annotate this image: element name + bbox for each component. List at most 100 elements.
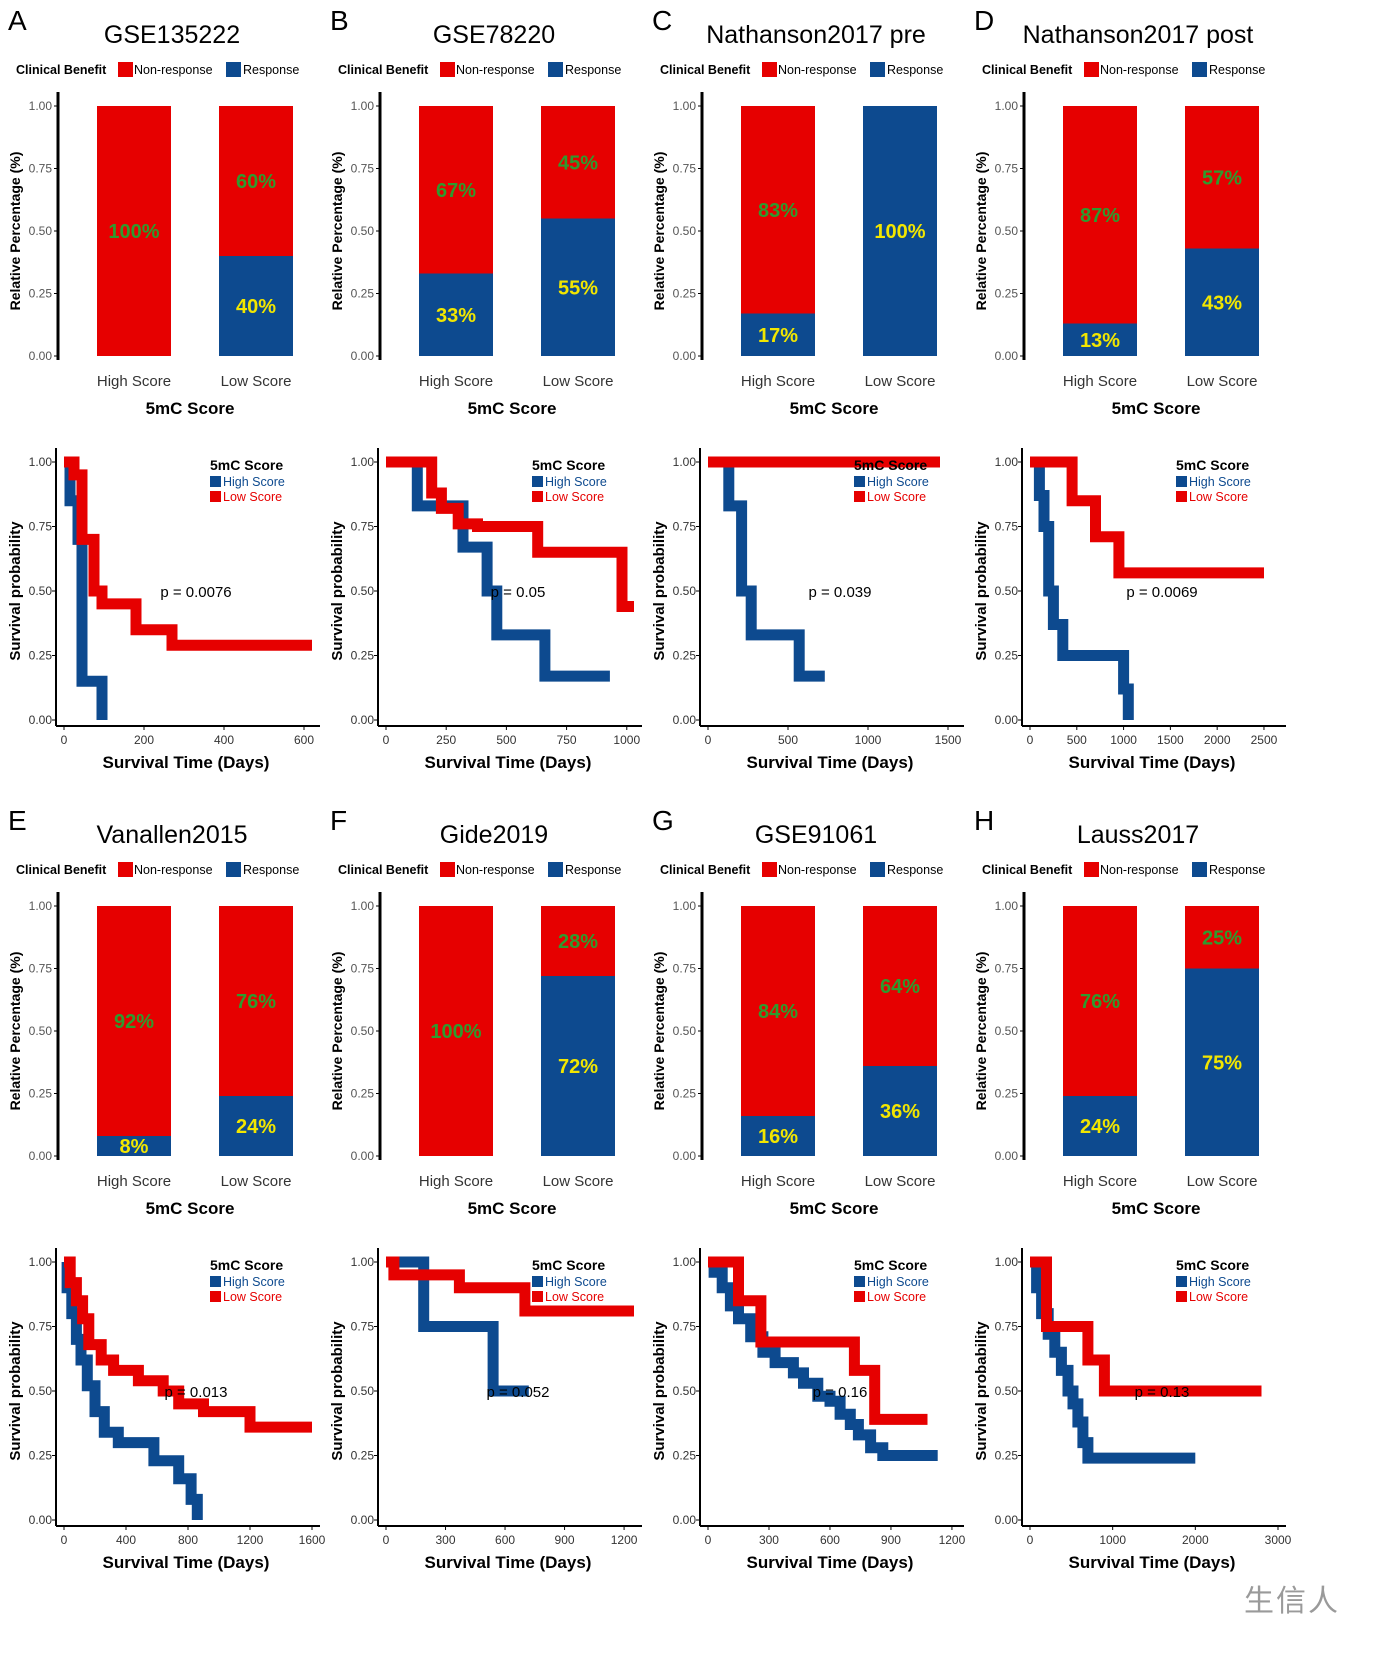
bar-x-label: 5mC Score (1112, 1199, 1201, 1218)
panel-title: Lauss2017 (1077, 821, 1199, 849)
km-legend-swatch (1176, 476, 1187, 487)
bar-legend-label: Non-response (456, 863, 535, 877)
panel-H: H Lauss2017 Clinical Benefit Non-response Re… (973, 805, 1292, 1572)
km-x-tick-label: 600 (495, 1533, 515, 1547)
panel-letter: F (330, 805, 347, 836)
panel-C: C Nathanson2017 pre Clinical Benefit Non-re… (651, 5, 964, 772)
bar-value-label: 100% (108, 221, 159, 243)
bar-y-tick-label: 1.00 (995, 99, 1019, 113)
legend-swatch-response (870, 62, 885, 77)
bar-y-tick-label: 0.00 (673, 1149, 697, 1163)
km-legend-swatch (854, 476, 865, 487)
panel-D: D Nathanson2017 post Clinical Benefit Non-r… (973, 5, 1286, 772)
km-y-tick-label: 0.50 (351, 584, 375, 598)
km-legend-swatch (532, 1291, 543, 1302)
bar-segment-response (541, 976, 615, 1156)
bar-segment-non-response (1063, 106, 1137, 324)
km-y-tick-label: 0.50 (673, 584, 697, 598)
bar-legend-title: Clinical Benefit (982, 863, 1073, 877)
bar-segment-response (741, 313, 815, 356)
bar-y-tick-label: 1.00 (351, 899, 375, 913)
km-x-label: Survival Time (Days) (747, 1553, 914, 1572)
km-x-tick-label: 300 (436, 1533, 456, 1547)
km-x-tick-label: 600 (820, 1533, 840, 1547)
bar-legend-label: Response (887, 863, 943, 877)
bar-legend-label: Response (1209, 63, 1265, 77)
panel-E: E Vanallen2015 Clinical Benefit Non-respons… (7, 805, 326, 1572)
bar-y-tick-label: 0.25 (995, 287, 1019, 301)
bar-value-label: 17% (758, 325, 798, 347)
km-legend-title: 5mC Score (210, 457, 283, 473)
bar-legend-title: Clinical Benefit (16, 63, 107, 77)
bar-x-tick-label: High Score (419, 1173, 493, 1190)
km-y-label: Survival probability (973, 1321, 990, 1461)
bar-y-label: Relative Percentage (%) (7, 152, 23, 311)
km-p-value: p = 0.013 (165, 1384, 228, 1401)
km-x-tick-label: 0 (705, 733, 712, 747)
km-curve-high (386, 456, 610, 682)
km-legend-title: 5mC Score (854, 1257, 927, 1273)
bar-legend-label: Non-response (1100, 863, 1179, 877)
bar-x-tick-label: High Score (97, 1173, 171, 1190)
legend-swatch-response (226, 862, 241, 877)
km-x-tick-label: 400 (214, 733, 234, 747)
bar-x-tick-label: Low Score (1187, 373, 1258, 390)
bar-legend-label: Response (565, 63, 621, 77)
km-legend-label: High Score (1189, 475, 1251, 489)
km-legend-swatch (532, 1276, 543, 1287)
bar-x-label: 5mC Score (468, 1199, 557, 1218)
bar-segment-non-response (741, 106, 815, 314)
bar-y-tick-label: 0.00 (29, 349, 53, 363)
km-x-tick-label: 0 (705, 1533, 712, 1547)
bar-value-label: 33% (436, 305, 476, 327)
km-curve-low (708, 1256, 928, 1425)
bar-legend-title: Clinical Benefit (982, 63, 1073, 77)
bar-y-label: Relative Percentage (%) (329, 152, 345, 311)
bar-x-tick-label: Low Score (543, 1173, 614, 1190)
bar-legend-title: Clinical Benefit (338, 63, 429, 77)
panel-letter: H (974, 805, 994, 836)
bar-y-tick-label: 0.75 (351, 162, 375, 176)
bar-legend-label: Response (887, 63, 943, 77)
bar-y-tick-label: 1.00 (29, 899, 53, 913)
km-x-tick-label: 900 (555, 1533, 575, 1547)
bar-y-tick-label: 0.00 (995, 349, 1019, 363)
km-y-tick-label: 0.00 (29, 1513, 53, 1527)
km-x-tick-label: 300 (759, 1533, 779, 1547)
km-y-label: Survival probability (651, 521, 668, 661)
bar-x-tick-label: Low Score (221, 1173, 292, 1190)
km-y-tick-label: 0.50 (351, 1384, 375, 1398)
km-x-tick-label: 1000 (855, 733, 882, 747)
km-legend-label: High Score (867, 475, 929, 489)
km-curve-low (386, 1256, 634, 1317)
km-y-tick-label: 0.00 (995, 1513, 1019, 1527)
bar-segment-response (541, 218, 615, 356)
legend-swatch-non-response (1084, 62, 1099, 77)
km-x-tick-label: 800 (178, 1533, 198, 1547)
bar-value-label: 76% (236, 991, 276, 1013)
km-y-tick-label: 0.75 (673, 520, 697, 534)
km-x-tick-label: 1500 (935, 733, 962, 747)
panel-letter: A (8, 5, 27, 36)
km-legend-title: 5mC Score (532, 1257, 605, 1273)
bar-segment-non-response (541, 906, 615, 976)
bar-y-label: Relative Percentage (%) (973, 952, 989, 1111)
bar-y-tick-label: 0.75 (673, 162, 697, 176)
km-curve-low (1030, 456, 1264, 579)
panel-letter: B (330, 5, 349, 36)
bar-x-tick-label: Low Score (221, 373, 292, 390)
bar-value-label: 83% (758, 200, 798, 222)
bar-legend-label: Response (243, 63, 299, 77)
panel-letter: C (652, 5, 672, 36)
km-y-tick-label: 0.75 (351, 1320, 375, 1334)
km-curve-high (1030, 456, 1134, 720)
km-x-tick-label: 1000 (1110, 733, 1137, 747)
km-y-tick-label: 0.50 (29, 584, 53, 598)
bar-segment-non-response (219, 106, 293, 256)
km-y-tick-label: 0.50 (673, 1384, 697, 1398)
panel-letter: E (8, 805, 27, 836)
km-y-tick-label: 0.75 (29, 520, 53, 534)
panel-G: G GSE91061 Clinical Benefit Non-response Res… (651, 805, 966, 1572)
bar-value-label: 45% (558, 152, 598, 174)
km-legend-swatch (1176, 1276, 1187, 1287)
